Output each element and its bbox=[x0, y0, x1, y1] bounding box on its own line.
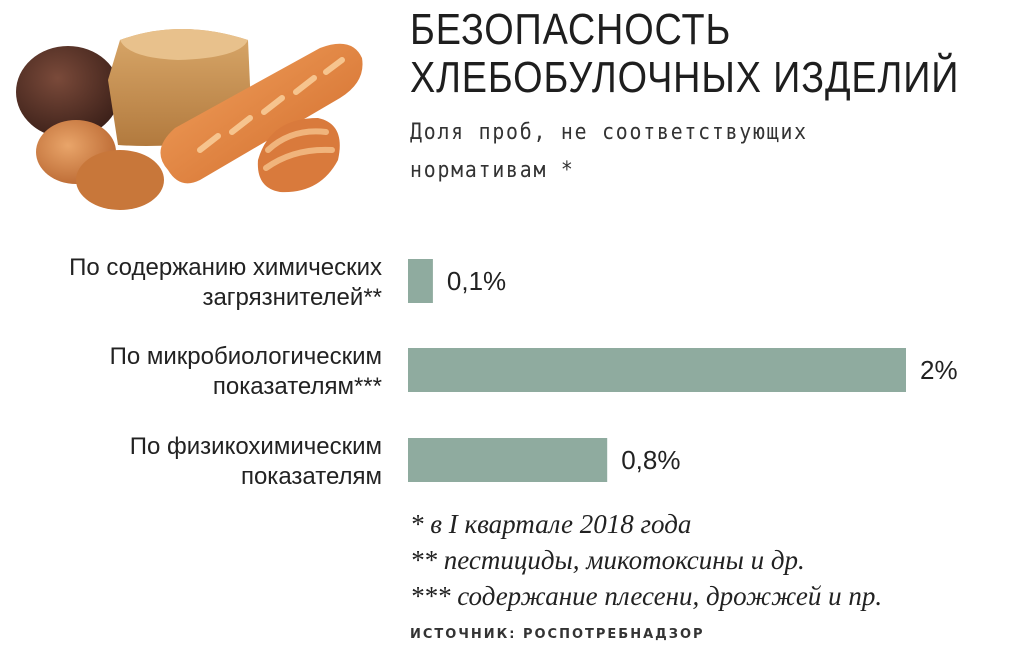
chart-title: БЕЗОПАСНОСТЬ ХЛЕБОБУЛОЧНЫХ ИЗДЕЛИЙ bbox=[410, 6, 959, 102]
footnote-3: *** содержание плесени, дрожжей и пр. bbox=[410, 581, 883, 611]
footnote-2: ** пестициды, микотоксины и др. bbox=[410, 545, 805, 575]
value-label-1: 0,1% bbox=[447, 266, 506, 296]
subtitle-line-2: нормативам * bbox=[410, 158, 575, 183]
category-label-3-line-2: показателям bbox=[241, 463, 382, 490]
bar-1 bbox=[408, 259, 433, 303]
category-label-2-line-2: показателям*** bbox=[213, 373, 382, 400]
chart-subtitle: Доля проб, не соответствующих нормативам… bbox=[410, 114, 808, 190]
category-label-3-line-1: По физикохимическим bbox=[130, 433, 382, 460]
baton bbox=[160, 43, 363, 184]
small-bun bbox=[76, 150, 164, 210]
category-label-1-line-1: По содержанию химических bbox=[69, 254, 382, 281]
rye-bread bbox=[16, 46, 120, 138]
footnotes: * в I квартале 2018 года ** пестициды, м… bbox=[410, 506, 882, 614]
subtitle-line-1: Доля проб, не соответствующих bbox=[410, 120, 808, 145]
bread-illustration bbox=[16, 29, 363, 210]
value-label-3: 0,8% bbox=[621, 445, 680, 475]
category-label-1-line-2: загрязнителей** bbox=[202, 284, 382, 311]
footnote-1: * в I квартале 2018 года bbox=[410, 509, 692, 539]
title-line-2: ХЛЕБОБУЛОЧНЫХ ИЗДЕЛИЙ bbox=[410, 53, 960, 102]
title-line-1: БЕЗОПАСНОСТЬ bbox=[410, 5, 732, 54]
bar-chart: 0,1% По содержанию химических загрязнителе… bbox=[69, 254, 958, 490]
bar-3 bbox=[408, 438, 608, 482]
sliced-bun bbox=[257, 118, 340, 193]
source-note: ИСТОЧНИК: РОСПОТРЕБНАДЗОР bbox=[410, 627, 705, 642]
category-label-2-line-1: По микробиологическим bbox=[110, 343, 382, 370]
bar-2 bbox=[408, 348, 906, 392]
value-label-2: 2% bbox=[920, 355, 958, 385]
